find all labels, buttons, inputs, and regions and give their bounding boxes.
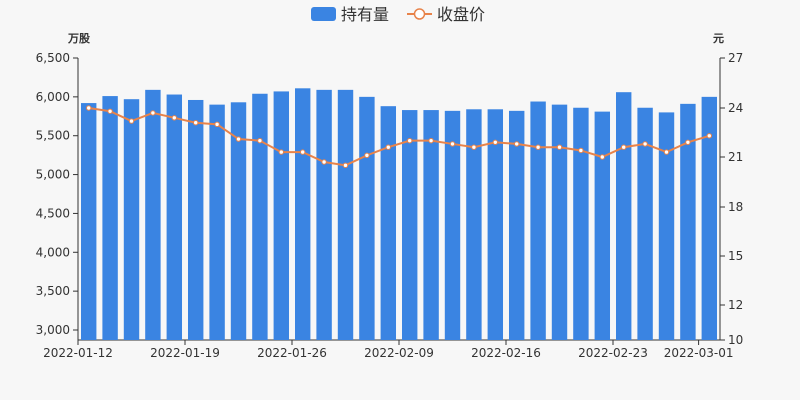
x-tick-label: 2022-02-16: [471, 346, 541, 360]
price-point[interactable]: [599, 154, 605, 160]
bar[interactable]: [573, 107, 589, 341]
price-point[interactable]: [107, 108, 113, 114]
price-point[interactable]: [300, 149, 306, 155]
price-point[interactable]: [663, 149, 670, 155]
y-right-tick-label: 10: [728, 333, 743, 347]
x-tick-label: 2022-01-19: [150, 346, 220, 360]
y-right-tick-label: 24: [728, 101, 743, 115]
y-right-tick-label: 21: [728, 150, 743, 164]
price-point[interactable]: [407, 137, 413, 144]
bar[interactable]: [701, 96, 718, 340]
line-series: [86, 105, 712, 169]
price-point[interactable]: [578, 147, 584, 154]
y-right-ticks: 10 12 15 18 21 24 27: [720, 51, 743, 347]
bar[interactable]: [466, 109, 482, 340]
bar[interactable]: [551, 104, 568, 340]
price-point[interactable]: [193, 120, 199, 126]
bar[interactable]: [487, 109, 504, 340]
price-point[interactable]: [278, 149, 284, 155]
price-point[interactable]: [621, 144, 627, 150]
legend-bar-swatch: [311, 7, 336, 21]
y-left-tick-label: 5,000: [36, 168, 70, 182]
bar[interactable]: [594, 111, 611, 341]
bar[interactable]: [230, 102, 247, 340]
price-point[interactable]: [706, 133, 712, 139]
bar[interactable]: [145, 89, 161, 340]
legend-item-line[interactable]: 收盘价: [407, 5, 485, 24]
bar[interactable]: [81, 103, 97, 340]
bar[interactable]: [616, 92, 632, 340]
y-right-tick-label: 15: [728, 249, 743, 263]
price-point[interactable]: [385, 144, 391, 150]
price-point[interactable]: [235, 136, 242, 142]
bar[interactable]: [680, 103, 696, 340]
price-point[interactable]: [492, 139, 498, 146]
price-point[interactable]: [514, 141, 520, 147]
bar[interactable]: [209, 104, 225, 340]
x-tick-label: 2022-03-01: [664, 346, 734, 360]
y-left-tick-label: 3,500: [36, 284, 70, 298]
price-point[interactable]: [128, 118, 135, 124]
bar[interactable]: [166, 94, 183, 340]
y-left-tick-label: 4,000: [36, 245, 70, 259]
y-left-ticks: 3,000 3,500 4,000 4,500 5,000 5,500 6,000 6,500: [36, 51, 78, 337]
x-tick-label: 2022-02-23: [578, 346, 648, 360]
y-right-tick-label: 12: [728, 298, 743, 312]
bar[interactable]: [252, 93, 268, 340]
legend-line-label: 收盘价: [437, 5, 485, 24]
bar[interactable]: [423, 110, 439, 340]
bar[interactable]: [102, 96, 118, 340]
price-point[interactable]: [150, 110, 156, 116]
price-point[interactable]: [86, 105, 92, 111]
price-point[interactable]: [685, 139, 691, 146]
bar[interactable]: [123, 99, 140, 340]
x-ticks: 2022-01-12 2022-01-19 2022-01-26 2022-02-09…: [43, 340, 733, 360]
bar[interactable]: [316, 89, 332, 340]
y-right-tick-label: 18: [728, 200, 743, 214]
bar[interactable]: [380, 106, 397, 341]
y-left-tick-label: 6,500: [36, 51, 70, 65]
legend-item-bar[interactable]: 持有量: [311, 5, 389, 24]
price-point[interactable]: [449, 141, 456, 147]
x-tick-label: 2022-01-12: [43, 346, 113, 360]
bar[interactable]: [530, 101, 546, 341]
bar[interactable]: [337, 89, 354, 340]
legend-bar-label: 持有量: [341, 5, 389, 24]
price-point[interactable]: [364, 152, 370, 159]
price-point[interactable]: [428, 137, 434, 144]
bar[interactable]: [188, 99, 204, 340]
y-right-unit-label: 元: [713, 32, 724, 45]
price-point[interactable]: [214, 121, 220, 128]
bar-series: [81, 88, 718, 341]
y-left-tick-label: 4,500: [36, 206, 70, 220]
x-tick-label: 2022-01-26: [257, 346, 327, 360]
bar[interactable]: [509, 110, 525, 340]
price-point[interactable]: [535, 144, 541, 150]
price-point[interactable]: [342, 162, 349, 169]
price-point[interactable]: [257, 137, 263, 144]
price-point[interactable]: [556, 144, 563, 150]
price-point[interactable]: [471, 144, 477, 150]
y-left-tick-label: 5,500: [36, 129, 70, 143]
bar[interactable]: [295, 88, 311, 340]
price-point[interactable]: [321, 159, 327, 165]
legend[interactable]: 持有量 收盘价: [311, 5, 485, 24]
y-left-tick-label: 3,000: [36, 323, 70, 337]
y-left-unit-label: 万股: [67, 32, 91, 45]
x-tick-label: 2022-02-09: [364, 346, 434, 360]
price-point[interactable]: [171, 115, 178, 121]
bar[interactable]: [658, 112, 675, 341]
price-line-path: [88, 107, 710, 167]
y-left-tick-label: 6,000: [36, 90, 70, 104]
legend-line-marker: [413, 8, 426, 20]
y-right-tick-label: 27: [728, 51, 743, 65]
bar[interactable]: [637, 107, 653, 341]
price-point[interactable]: [642, 141, 648, 147]
bar[interactable]: [273, 91, 290, 340]
bar[interactable]: [359, 96, 375, 340]
bar[interactable]: [444, 110, 461, 340]
bar[interactable]: [402, 110, 418, 340]
